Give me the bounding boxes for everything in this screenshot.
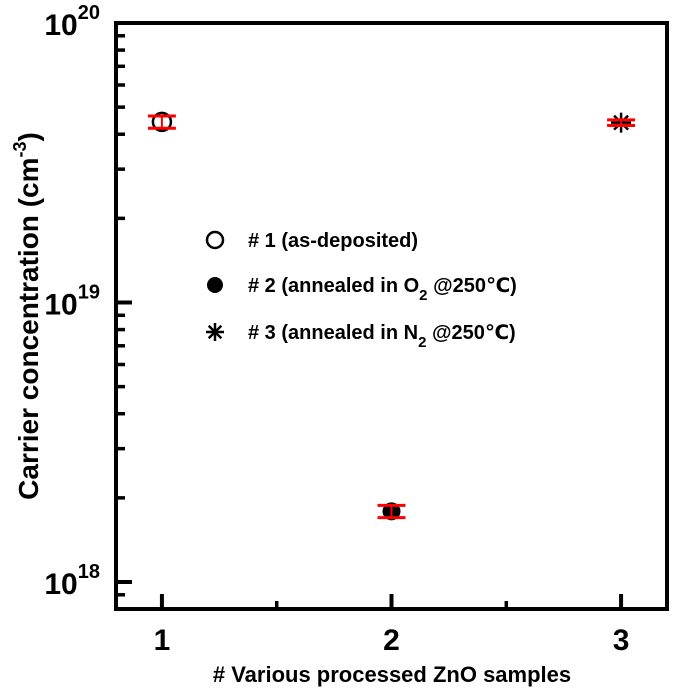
asterisk-marker [206,323,224,341]
x-tick-label: 2 [383,624,400,657]
legend-label: # 3 (annealed in N2 @250℃) [248,322,516,351]
filled-circle-marker [207,277,223,293]
x-axis-ticks: 1 2 3 [154,594,630,657]
svg-text:Carrier concentration (cm-3): Carrier concentration (cm-3) [10,132,44,500]
y-axis-title: Carrier concentration (cm-3) [10,132,44,500]
legend-item: # 2 (annealed in O2 @250℃) [207,275,517,304]
data-points [147,111,636,521]
legend-label: # 2 (annealed in O2 @250℃) [248,275,517,304]
y-axis-title-end: ) [13,132,44,141]
x-tick-label: 3 [613,624,630,657]
legend-label: # 1 (as-deposited) [248,230,418,252]
x-axis-title: # Various processed ZnO samples [213,662,571,687]
plot-frame [114,21,669,611]
error-bar [607,118,636,127]
error-bar [147,114,176,130]
y-tick-label: 1018 [44,561,100,601]
y-axis-ticks: 1018 1019 1020 [44,2,132,601]
data-point [377,502,406,521]
legend-item: # 3 (annealed in N2 @250℃) [206,322,516,351]
error-bar [377,503,406,520]
legend: # 1 (as-deposited) # 2 (annealed in O2 @2… [205,230,517,351]
y-axis-title-sup: -3 [10,141,30,157]
legend-item: # 1 (as-deposited) [205,230,418,252]
y-tick-label: 1019 [44,282,100,322]
x-tick-label: 1 [154,624,171,657]
y-tick-label: 1020 [44,2,100,42]
data-point [607,112,636,133]
x-axis-title-text: # Various processed ZnO samples [213,662,571,687]
y-axis-title-main: Carrier concentration (cm [13,158,44,500]
open-circle-marker [205,230,225,250]
data-point [147,111,176,133]
